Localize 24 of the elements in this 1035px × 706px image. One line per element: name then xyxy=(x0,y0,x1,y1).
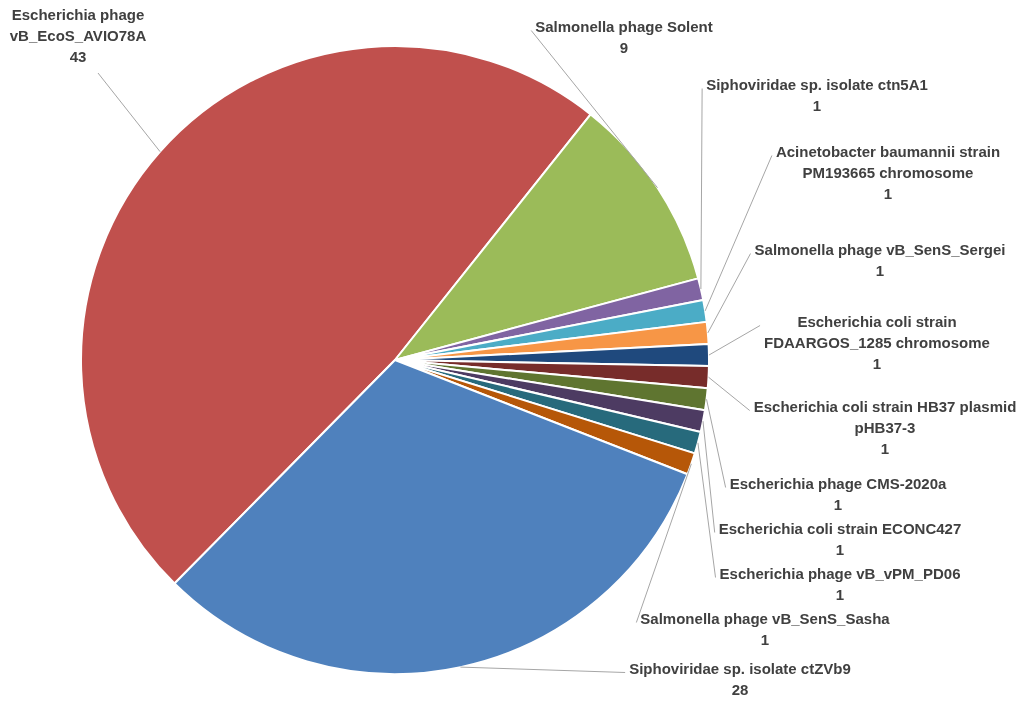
slice-label: Salmonella phage Solent xyxy=(535,17,713,35)
data-label: 1 xyxy=(835,540,845,558)
slice-label: Salmonella phage vB_SenS_Sasha xyxy=(640,609,891,627)
data-label: 28 xyxy=(731,680,749,698)
slice-label: Escherichia coli strain HB37 plasmid pHB37-3 xyxy=(753,397,1017,436)
data-label: 9 xyxy=(619,38,629,56)
data-label: 1 xyxy=(812,96,822,114)
slice-label: Siphoviridae sp. isolate ctZVb9 xyxy=(629,659,851,677)
slice-label: Acinetobacter baumannii strain PM193665 chromosome xyxy=(775,142,1001,181)
data-label: 43 xyxy=(69,47,87,65)
slice-label: Escherichia phage vB_EcoS_AVIO78A xyxy=(9,5,147,44)
data-label: 1 xyxy=(833,495,843,513)
slice-label: Salmonella phage vB_SenS_Sergei xyxy=(754,240,1006,258)
data-label: 1 xyxy=(875,261,885,279)
slice-label: Escherichia coli strain ECONC427 xyxy=(718,519,962,537)
data-label: 1 xyxy=(835,585,845,603)
data-label: 1 xyxy=(883,184,893,202)
slice-label: Escherichia phage vB_vPM_PD06 xyxy=(719,564,961,582)
slice-label: Escherichia coli strain FDAARGOS_1285 chromosome xyxy=(764,312,990,351)
slice-label: Escherichia phage CMS-2020a xyxy=(729,474,948,492)
data-label: 1 xyxy=(760,630,770,648)
data-label: 1 xyxy=(872,354,882,372)
data-label: 1 xyxy=(880,439,890,457)
slice-label: Siphoviridae sp. isolate ctn5A1 xyxy=(706,75,928,93)
